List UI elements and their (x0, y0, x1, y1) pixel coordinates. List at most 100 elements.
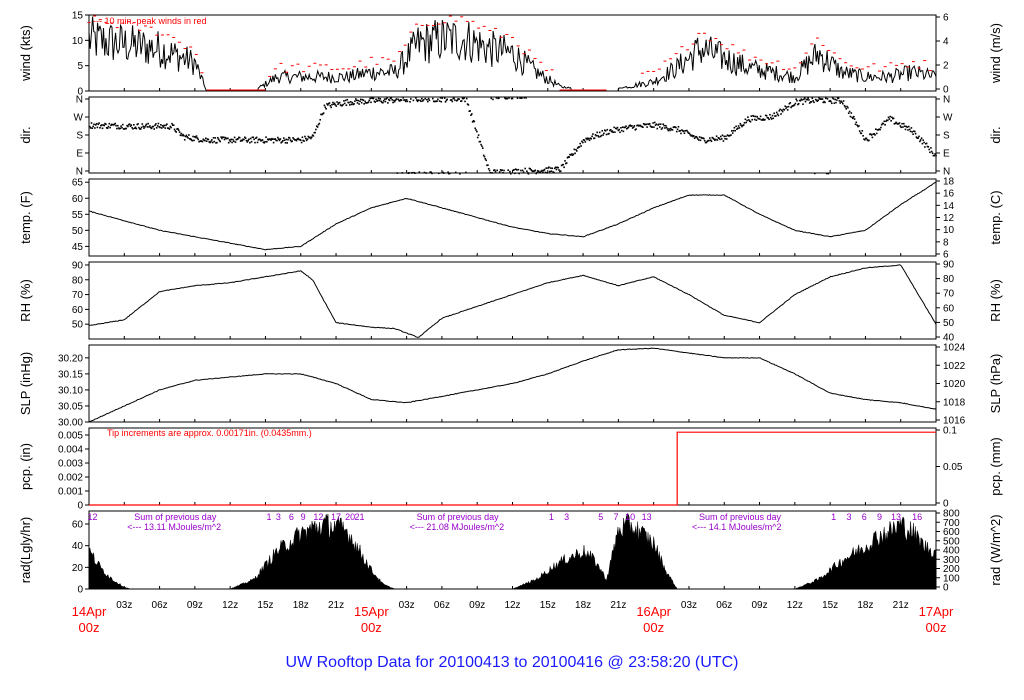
dir-point (518, 172, 520, 175)
dir-point (606, 128, 609, 131)
dir-point (541, 169, 543, 172)
dir-point (609, 129, 612, 131)
dir-point (355, 99, 358, 102)
dir-point (327, 104, 329, 106)
dir-point (105, 123, 107, 126)
ylabel-right: temp. (C) (988, 190, 1003, 244)
ytick-right-label: 300 (943, 555, 960, 566)
dir-point (482, 154, 485, 157)
dir-point (367, 101, 370, 103)
dir-point (491, 172, 493, 174)
dir-point (223, 138, 226, 141)
dir-point (474, 127, 476, 130)
dir-point (830, 100, 832, 103)
dir-point (334, 104, 337, 106)
dir-point (646, 126, 648, 128)
dir-point (479, 140, 482, 143)
dir-point (338, 102, 340, 104)
ylabel-left: temp. (F) (18, 191, 33, 244)
dir-point (857, 125, 859, 128)
dir-point (662, 123, 664, 125)
dir-point (477, 134, 480, 136)
dir-point (746, 119, 748, 122)
daily-sum-label: Sum of previous day (417, 512, 500, 522)
dir-point (214, 137, 216, 139)
dir-point (846, 105, 848, 108)
dir-point (404, 100, 407, 103)
hour-tick-label: 15z (822, 600, 838, 611)
dir-point (826, 98, 829, 100)
dir-point (714, 138, 717, 141)
dir-point (218, 139, 221, 142)
dir-point (818, 97, 820, 99)
dir-point (762, 118, 764, 120)
dir-point (918, 135, 920, 138)
dir-point (659, 126, 661, 128)
dir-point (499, 169, 502, 171)
dir-point (130, 124, 133, 126)
ytick-left-label: 70 (72, 290, 84, 301)
dir-point (240, 139, 243, 142)
dir-point (465, 97, 468, 100)
dir-point (337, 103, 339, 105)
series-line-pcp (89, 431, 936, 506)
dir-point (778, 110, 781, 112)
dir-point (714, 139, 716, 142)
dir-point (779, 108, 781, 111)
dir-point (476, 130, 478, 133)
dir-point (120, 125, 122, 127)
ytick-left-label: 55 (72, 210, 84, 221)
dir-point (245, 139, 248, 142)
dir-point (317, 123, 320, 126)
panel-frame (88, 14, 937, 92)
dir-point (573, 148, 576, 151)
dir-point (358, 103, 360, 105)
dir-point (221, 137, 223, 140)
dir-point (390, 97, 393, 99)
dir-point (642, 126, 644, 128)
dir-point (865, 137, 868, 140)
dir-point (649, 125, 652, 127)
ylabel-right: SLP (hPa) (988, 354, 1003, 414)
dir-point (695, 135, 698, 138)
dir-point (763, 119, 765, 121)
dir-point (382, 101, 384, 104)
dir-point (233, 140, 235, 143)
dir-point (696, 136, 698, 139)
dir-point (322, 112, 325, 114)
dir-point (894, 122, 897, 125)
dir-point (547, 167, 549, 169)
ytick-left-label: 10 (72, 36, 84, 47)
dir-point (289, 139, 292, 141)
dir-point (298, 138, 300, 141)
dir-point (682, 130, 685, 133)
dir-point (876, 129, 879, 131)
ytick-left-label: 45 (72, 242, 84, 253)
dir-point (440, 100, 443, 103)
dir-point (931, 152, 934, 154)
dir-point (866, 139, 869, 141)
series-line-temp (88, 181, 937, 251)
dir-point (745, 121, 747, 124)
dir-point (596, 131, 598, 134)
dir-point (220, 136, 222, 138)
dir-point (100, 124, 102, 127)
dir-point (738, 127, 741, 129)
dir-point (645, 123, 648, 126)
dir-point (321, 113, 324, 115)
dir-point (525, 97, 527, 99)
dir-point (210, 140, 212, 143)
dir-point (422, 99, 425, 101)
dir-point (441, 97, 443, 99)
dir-point (310, 136, 313, 138)
series-line-wind (88, 16, 937, 92)
dir-point (516, 97, 519, 99)
dir-point (418, 171, 421, 173)
dir-point (602, 134, 604, 136)
dir-point (304, 135, 306, 138)
ytick-left-label: 65 (72, 178, 84, 189)
dir-point (190, 139, 193, 141)
dir-point (916, 137, 919, 139)
dir-point (458, 98, 460, 100)
dir-point (532, 170, 535, 172)
